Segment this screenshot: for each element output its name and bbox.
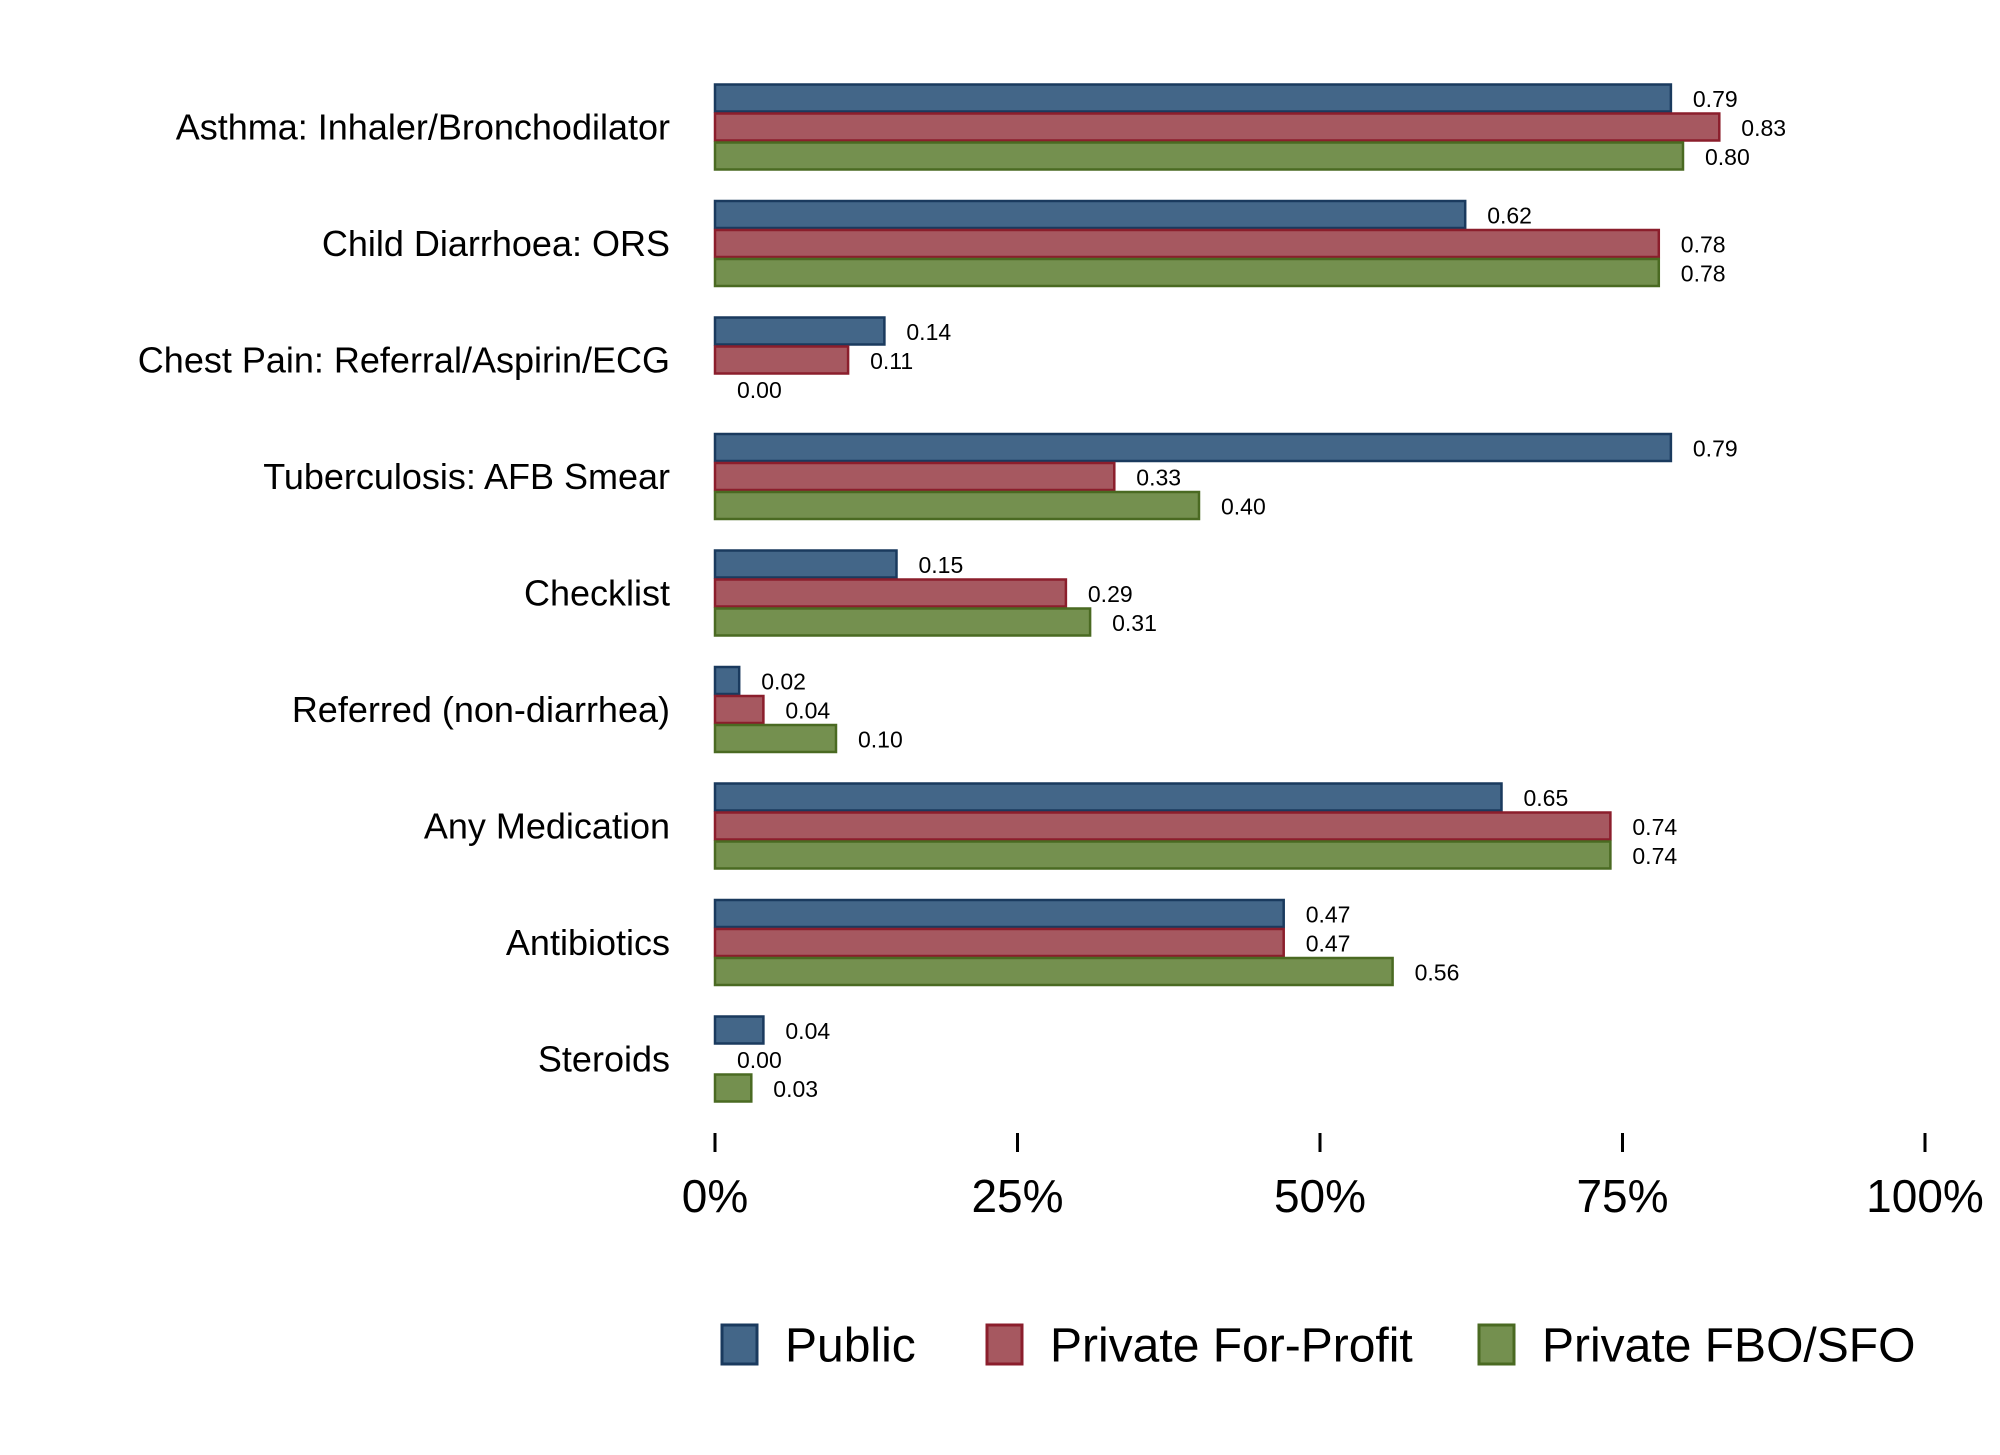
value-label: 0.65 [1524,785,1569,811]
x-tick-label: 100% [1866,1170,1984,1222]
value-label: 0.80 [1705,144,1750,170]
bar [713,490,1201,521]
value-label: 0.10 [858,727,903,753]
value-label: 0.56 [1415,960,1460,986]
bar [713,782,1503,812]
legend: Public Private For-Profit Private FBO/SFO [720,1320,1915,1373]
x-tick-label: 0% [682,1170,748,1222]
category-label: Checklist [524,573,670,614]
bar [713,723,838,754]
value-label: 0.29 [1088,581,1133,607]
bar [713,956,1394,987]
legend-label: Private FBO/SFO [1542,1320,1915,1373]
bar [713,811,1612,841]
bar [713,199,1467,230]
bar [713,607,1092,637]
category-label: Child Diarrhoea: ORS [322,223,670,264]
x-tick-label: 75% [1576,1170,1668,1222]
value-label: 0.62 [1487,203,1532,229]
value-label: 0.03 [773,1076,818,1102]
legend-swatch [985,1323,1024,1366]
value-label: 0.78 [1681,232,1726,258]
value-label: 0.04 [785,1018,830,1044]
value-label: 0.33 [1136,465,1181,491]
bar [713,578,1068,608]
bar [713,665,741,696]
x-tick-label: 25% [971,1170,1063,1222]
category-labels: Asthma: Inhaler/Bronchodilator Child Diar… [138,107,670,1080]
bar [713,461,1116,492]
value-label: 0.40 [1221,494,1266,520]
category-label: Referred (non-diarrhea) [292,689,670,730]
bar [713,345,850,375]
bar [713,694,765,725]
legend-label: Private For-Profit [1050,1320,1413,1373]
bar [713,898,1285,929]
x-axis: 0% 25% 50% 75% 100% [682,1133,1984,1222]
value-label: 0.74 [1632,843,1677,869]
bars-layer: 0.790.830.800.620.780.780.140.110.000.79… [713,83,1786,1103]
category-label: Steroids [538,1039,670,1080]
category-label: Any Medication [424,806,670,847]
bar [713,1073,753,1103]
bar [713,83,1673,113]
value-label: 0.47 [1306,902,1351,928]
bar [713,228,1661,259]
bar [713,316,886,346]
value-label: 0.11 [870,348,913,374]
value-label: 0.31 [1112,610,1157,636]
x-tick-label: 50% [1274,1170,1366,1222]
bar [713,840,1612,870]
legend-label: Public [785,1320,916,1373]
bar [713,112,1721,142]
value-label: 0.83 [1741,115,1786,141]
category-label: Asthma: Inhaler/Bronchodilator [176,107,670,148]
category-label: Antibiotics [506,922,670,963]
value-label: 0.74 [1632,814,1677,840]
value-label: 0.15 [919,552,964,578]
value-label: 0.78 [1681,261,1726,287]
bar [713,432,1673,463]
value-label: 0.14 [906,319,951,345]
value-label: 0.79 [1693,436,1738,462]
bar [713,141,1685,171]
category-label: Tuberculosis: AFB Smear [263,456,670,497]
bar [713,549,898,579]
bar [713,257,1661,288]
category-label: Chest Pain: Referral/Aspirin/ECG [138,340,670,381]
value-label: 0.00 [737,377,782,403]
bar [713,1015,765,1045]
bar [713,927,1285,958]
value-label: 0.47 [1306,931,1351,957]
value-label: 0.02 [761,669,806,695]
legend-swatch [1477,1323,1516,1366]
value-label: 0.79 [1693,86,1738,112]
legend-swatch [720,1323,759,1366]
value-label: 0.04 [785,698,830,724]
value-label: 0.00 [737,1047,782,1073]
